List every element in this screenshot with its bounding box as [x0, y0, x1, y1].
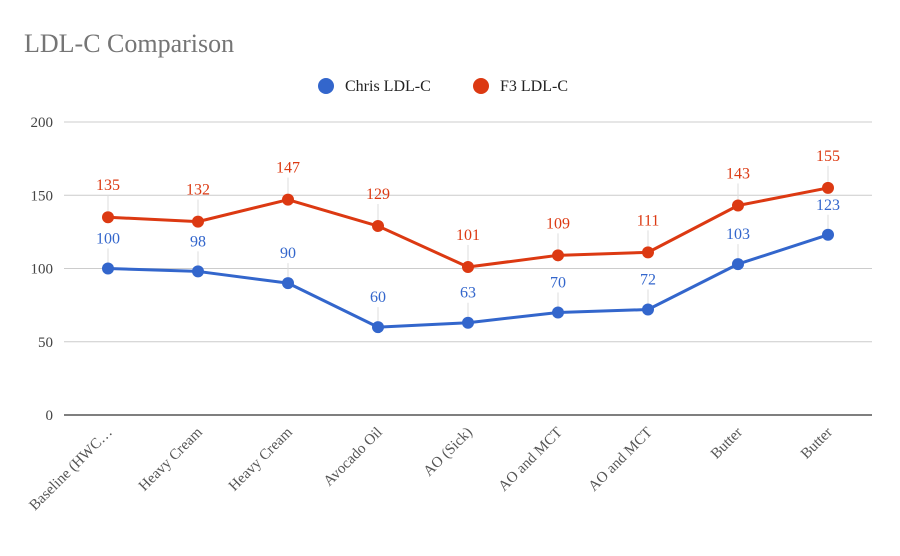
- data-point-chris[interactable]: [552, 306, 564, 319]
- x-category-label: Heavy Cream: [136, 424, 206, 494]
- data-point-f3[interactable]: [822, 181, 834, 194]
- x-category-label: Butter: [708, 425, 746, 463]
- legend-swatch-chris: [318, 78, 334, 94]
- data-label-chris: 60: [370, 289, 386, 306]
- data-label-f3: 155: [816, 148, 840, 165]
- legend-swatch-f3: [473, 78, 489, 94]
- x-category-label: Butter: [798, 425, 836, 463]
- data-label-f3: 101: [456, 227, 480, 244]
- data-label-f3: 135: [96, 177, 120, 194]
- x-category-label: Heavy Cream: [226, 424, 296, 494]
- x-category-label: AO and MCT: [586, 425, 656, 495]
- data-label-f3: 129: [366, 186, 390, 203]
- data-label-chris: 123: [816, 197, 840, 214]
- data-point-f3[interactable]: [282, 193, 294, 206]
- data-point-f3[interactable]: [372, 220, 384, 233]
- data-point-chris[interactable]: [372, 321, 384, 334]
- y-tick-label: 50: [38, 335, 53, 351]
- legend: Chris LDL-C F3 LDL-C: [318, 78, 568, 95]
- data-point-chris[interactable]: [642, 303, 654, 316]
- data-point-f3[interactable]: [552, 249, 564, 262]
- y-tick-label: 200: [31, 115, 54, 131]
- data-label-f3: 132: [186, 182, 210, 199]
- data-point-chris[interactable]: [462, 316, 474, 329]
- y-tick-label: 150: [31, 188, 54, 204]
- x-category-label: AO (Sick): [421, 425, 476, 480]
- data-point-chris[interactable]: [822, 228, 834, 241]
- data-label-f3: 143: [726, 166, 750, 183]
- x-category-label: AO and MCT: [496, 425, 566, 495]
- data-point-f3[interactable]: [732, 199, 744, 212]
- data-label-chris: 100: [96, 231, 120, 248]
- data-label-f3: 111: [637, 212, 660, 229]
- x-category-label: Baseline (HWC…: [26, 425, 115, 514]
- data-label-chris: 103: [726, 226, 750, 243]
- data-point-f3[interactable]: [642, 246, 654, 259]
- data-label-chris: 63: [460, 285, 476, 302]
- data-point-chris[interactable]: [192, 265, 204, 278]
- data-label-f3: 109: [546, 215, 570, 232]
- data-point-f3[interactable]: [102, 211, 114, 224]
- data-point-f3[interactable]: [192, 215, 204, 228]
- data-label-chris: 70: [550, 274, 566, 291]
- data-point-chris[interactable]: [102, 262, 114, 275]
- legend-label-f3: F3 LDL-C: [500, 78, 568, 95]
- data-point-chris[interactable]: [732, 258, 744, 271]
- data-point-f3[interactable]: [462, 261, 474, 274]
- y-tick-label: 0: [46, 408, 54, 424]
- data-label-chris: 90: [280, 245, 296, 262]
- y-tick-label: 100: [31, 262, 54, 278]
- data-label-chris: 98: [190, 233, 206, 250]
- data-point-chris[interactable]: [282, 277, 294, 290]
- x-category-label: Avocado Oil: [321, 425, 386, 490]
- legend-label-chris: Chris LDL-C: [345, 78, 431, 95]
- data-label-f3: 147: [276, 160, 300, 177]
- data-label-chris: 72: [640, 272, 656, 289]
- chart-title: LDL-C Comparison: [24, 29, 234, 58]
